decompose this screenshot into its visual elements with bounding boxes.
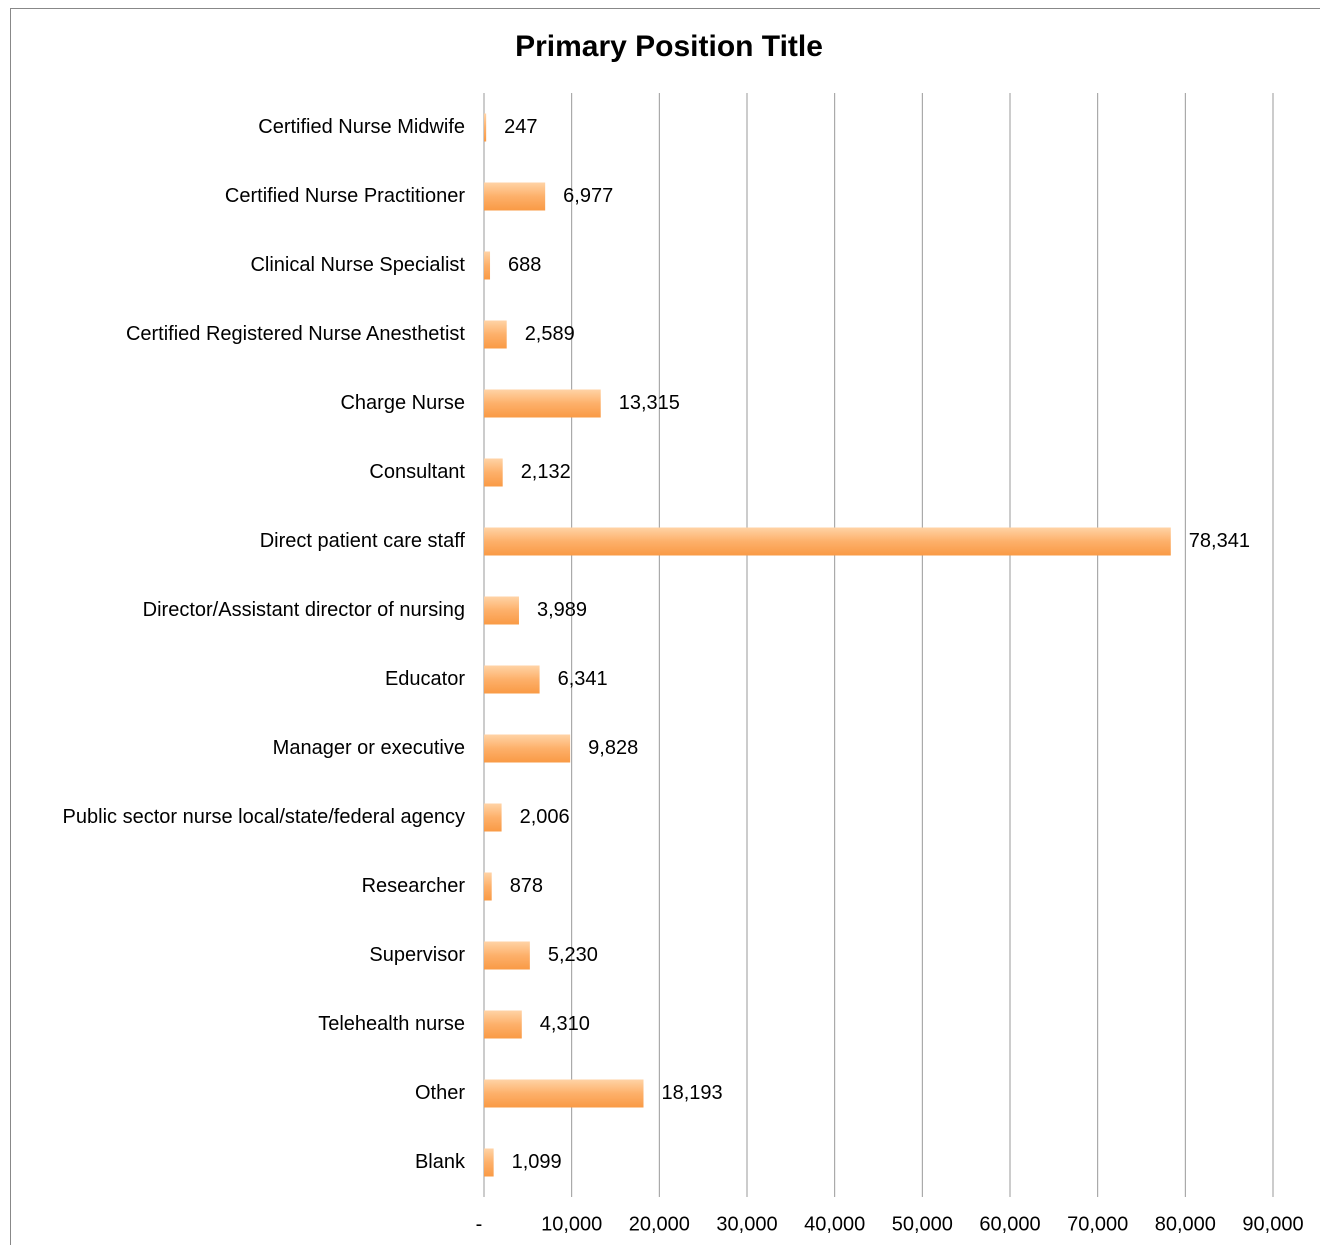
- value-label: 78,341: [1189, 530, 1250, 552]
- value-label: 2,006: [520, 806, 570, 828]
- value-label: 1,099: [512, 1151, 562, 1173]
- bar: [484, 596, 519, 625]
- y-tick-label: Certified Nurse Midwife: [258, 116, 465, 138]
- x-tick-label: -: [476, 1213, 483, 1235]
- value-label: 3,989: [537, 599, 587, 621]
- x-tick-label: 90,000: [1242, 1213, 1303, 1235]
- x-tick-label: 40,000: [804, 1213, 865, 1235]
- x-tick-label: 30,000: [716, 1213, 777, 1235]
- x-tick-label: 80,000: [1155, 1213, 1216, 1235]
- bar: [484, 803, 502, 832]
- x-tick-label: 50,000: [892, 1213, 953, 1235]
- value-label: 13,315: [619, 392, 680, 414]
- y-tick-label: Charge Nurse: [340, 392, 465, 414]
- value-label: 18,193: [661, 1082, 722, 1104]
- y-tick-label: Director/Assistant director of nursing: [143, 599, 465, 621]
- bar: [484, 251, 491, 280]
- value-label: 247: [504, 116, 537, 138]
- bar: [484, 320, 507, 349]
- y-tick-label: Blank: [415, 1151, 466, 1173]
- bar: [484, 182, 546, 211]
- y-tick-label: Other: [415, 1082, 465, 1104]
- value-label: 2,132: [521, 461, 571, 483]
- bar: [484, 872, 492, 901]
- y-tick-label: Direct patient care staff: [260, 530, 466, 552]
- bar: [484, 1079, 644, 1108]
- bar: [484, 1010, 522, 1039]
- y-tick-label: Manager or executive: [273, 737, 465, 759]
- x-tick-label: 10,000: [541, 1213, 602, 1235]
- y-tick-label: Certified Nurse Practitioner: [225, 185, 465, 207]
- value-label: 6,341: [558, 668, 608, 690]
- bar: [484, 941, 530, 970]
- y-tick-label: Consultant: [369, 461, 465, 483]
- bar: [484, 734, 571, 763]
- bar: [484, 389, 601, 418]
- value-label: 9,828: [588, 737, 638, 759]
- x-tick-label: 20,000: [629, 1213, 690, 1235]
- bar: [484, 1148, 494, 1177]
- bar: [484, 458, 503, 487]
- chart-title: Primary Position Title: [515, 30, 823, 63]
- value-label: 688: [508, 254, 541, 276]
- value-label: 2,589: [525, 323, 575, 345]
- bar: [484, 665, 540, 694]
- bar: [484, 527, 1171, 556]
- value-label: 4,310: [540, 1013, 590, 1035]
- y-tick-label: Clinical Nurse Specialist: [250, 254, 465, 276]
- y-tick-label: Supervisor: [369, 944, 465, 966]
- y-tick-label: Certified Registered Nurse Anesthetist: [126, 323, 465, 345]
- x-tick-label: 70,000: [1067, 1213, 1128, 1235]
- value-label: 878: [510, 875, 543, 897]
- y-tick-label: Telehealth nurse: [318, 1013, 465, 1035]
- bar: [484, 113, 487, 142]
- y-tick-label: Researcher: [362, 875, 466, 897]
- y-tick-label: Educator: [385, 668, 465, 690]
- value-label: 5,230: [548, 944, 598, 966]
- y-tick-label: Public sector nurse local/state/federal …: [63, 806, 465, 828]
- x-tick-label: 60,000: [979, 1213, 1040, 1235]
- value-label: 6,977: [563, 185, 613, 207]
- chart-border: [10, 8, 1320, 1245]
